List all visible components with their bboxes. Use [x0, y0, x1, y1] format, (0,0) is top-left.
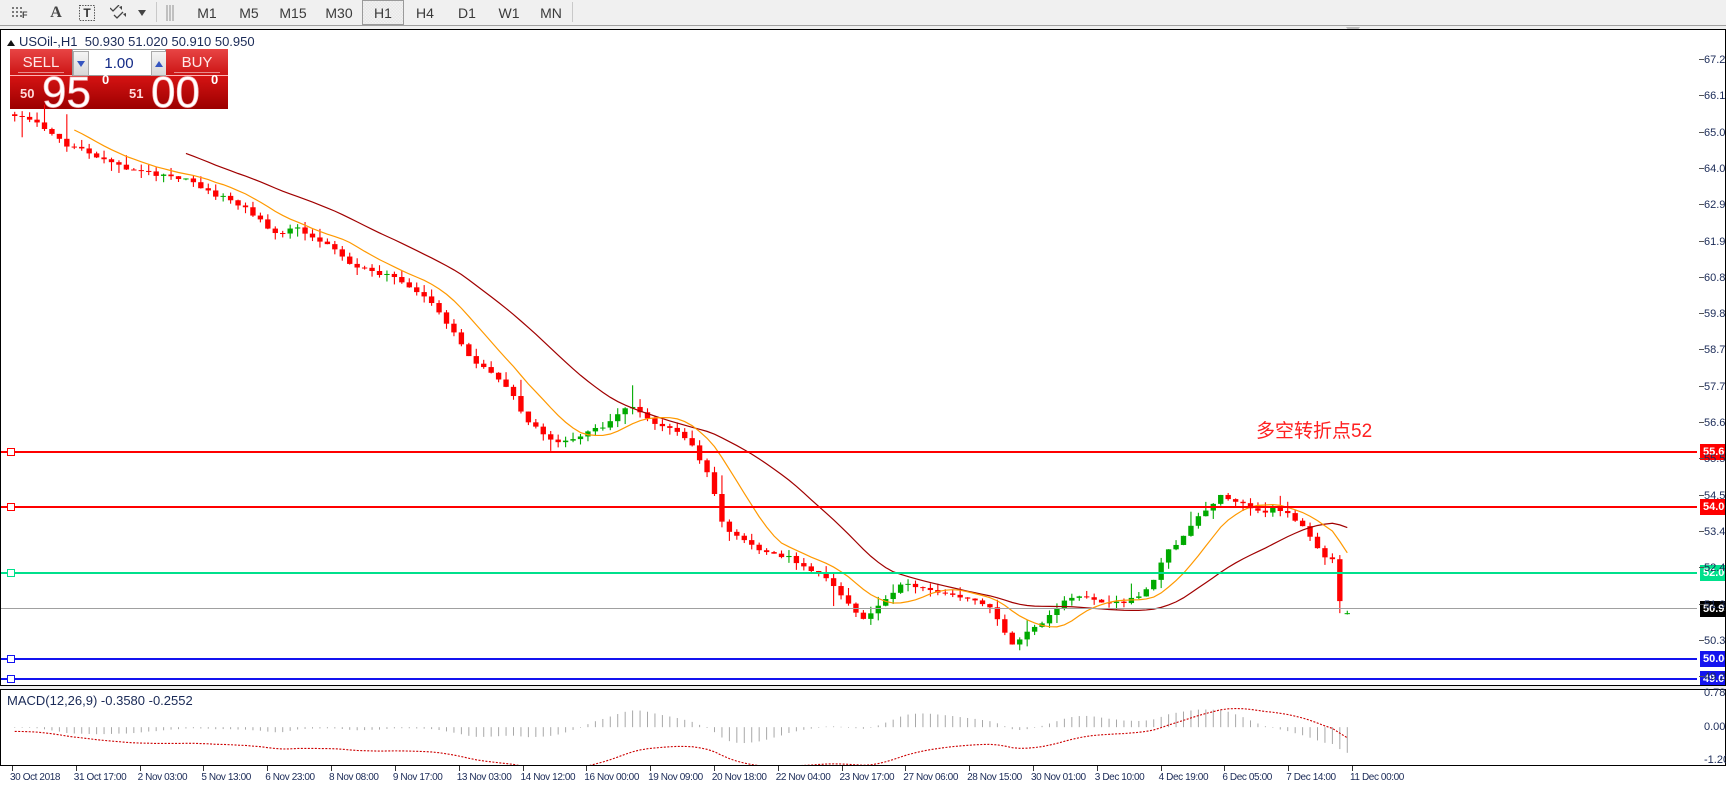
svg-text:T: T: [83, 6, 91, 20]
